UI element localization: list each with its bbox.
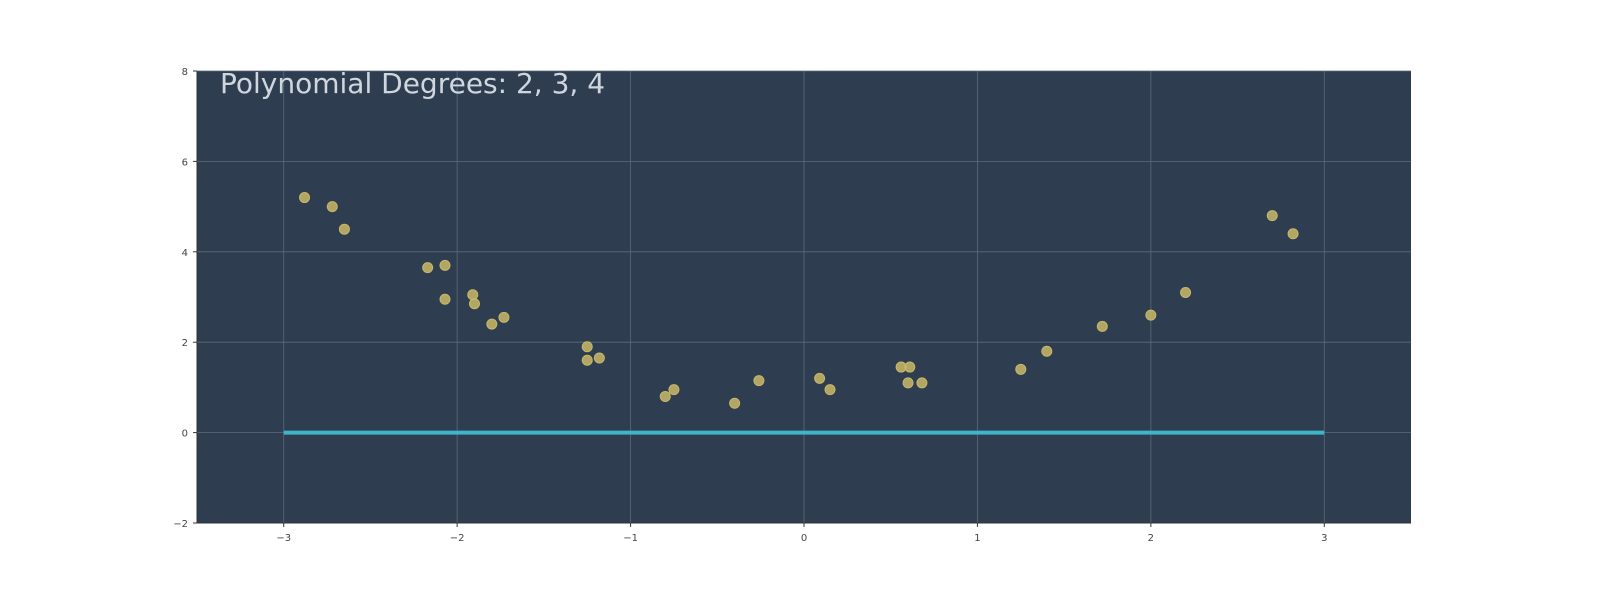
- y-tick-label: 2: [182, 338, 188, 349]
- data-point: [659, 390, 671, 402]
- data-point: [338, 223, 350, 235]
- data-point: [729, 397, 741, 409]
- y-tick-label: −2: [173, 519, 188, 530]
- data-point: [498, 311, 510, 323]
- data-point: [1180, 286, 1192, 298]
- x-tick-label: 3: [1321, 533, 1327, 544]
- data-point: [668, 384, 680, 396]
- data-point: [581, 341, 593, 353]
- data-point: [467, 289, 479, 301]
- chart-title: Polynomial Degrees: 2, 3, 4: [220, 67, 605, 100]
- data-point: [1145, 309, 1157, 321]
- data-point: [439, 293, 451, 305]
- scatter-points: [299, 192, 1299, 409]
- data-point: [439, 259, 451, 271]
- data-point: [299, 192, 311, 204]
- data-point: [486, 318, 498, 330]
- x-tick-label: 2: [1148, 533, 1154, 544]
- data-point: [468, 298, 480, 310]
- data-point: [916, 377, 928, 389]
- data-point: [581, 354, 593, 366]
- data-point: [814, 372, 826, 384]
- x-tick-label: −3: [276, 533, 291, 544]
- data-point: [904, 361, 916, 373]
- data-point: [1266, 210, 1278, 222]
- y-tick-label: 4: [182, 248, 188, 259]
- x-tick-label: −2: [450, 533, 465, 544]
- x-tick-label: −1: [623, 533, 638, 544]
- data-point: [1287, 228, 1299, 240]
- y-tick-label: 8: [182, 67, 188, 78]
- x-tick-label: 1: [974, 533, 980, 544]
- data-point: [593, 352, 605, 364]
- data-point: [1096, 320, 1108, 332]
- axes: −3 −2 −1 0 1 2 3 −2 0 2 4 6 8: [173, 67, 1411, 544]
- y-tick-label: 0: [182, 429, 188, 440]
- data-point: [902, 377, 914, 389]
- data-point: [1015, 363, 1027, 375]
- x-tick-label: 0: [801, 533, 807, 544]
- data-point: [422, 262, 434, 274]
- data-point: [753, 375, 765, 387]
- data-point: [824, 384, 836, 396]
- data-point: [1041, 345, 1053, 357]
- data-point: [326, 201, 338, 213]
- y-tick-label: 6: [182, 157, 188, 168]
